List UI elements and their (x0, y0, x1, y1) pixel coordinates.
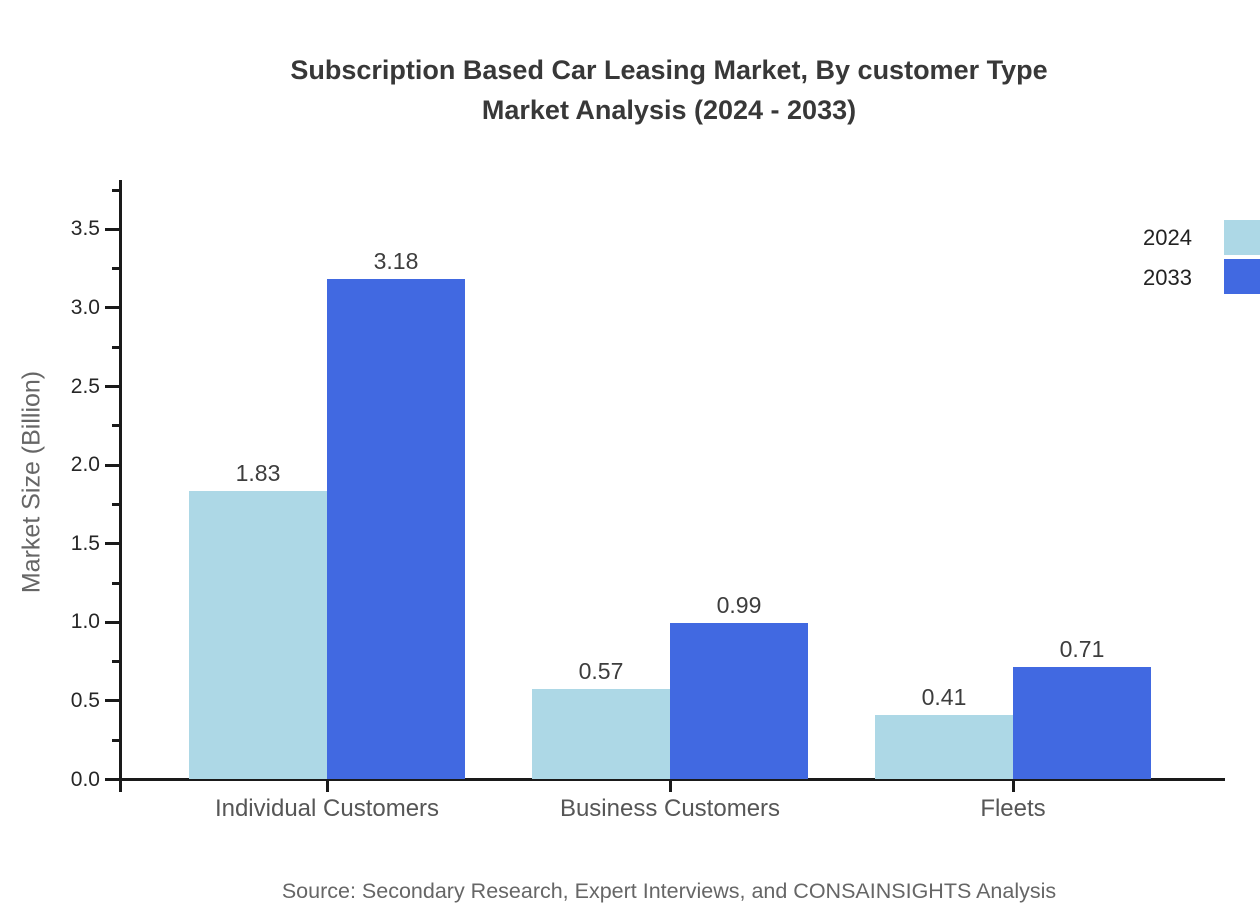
bar-2033-fleets (1013, 667, 1151, 779)
y-major-tick (105, 699, 119, 703)
category-label-business-customers: Business Customers (559, 795, 781, 822)
y-minor-tick (112, 502, 119, 506)
legend-swatch-2033 (1224, 259, 1260, 294)
y-major-tick (105, 227, 119, 231)
y-minor-tick (112, 267, 119, 271)
y-tick-label: 1.0 (70, 610, 100, 634)
y-tick-label: 0.5 (70, 688, 100, 712)
x-tick (668, 779, 672, 792)
value-label-2033-individual-customers: 3.18 (373, 248, 419, 274)
y-minor-tick (112, 424, 119, 428)
y-major-tick (105, 385, 119, 388)
value-label-2024-individual-customers: 1.83 (235, 460, 281, 486)
y-axis-title: Market Size (Billion) (17, 370, 46, 594)
y-minor-tick (112, 581, 119, 585)
legend-label-2024: 2024 (1143, 225, 1192, 250)
bar-2024-fleets (875, 715, 1013, 779)
x-axis-line (107, 778, 1225, 781)
category-label-individual-customers: Individual Customers (214, 795, 440, 822)
chart-title: Subscription Based Car Leasing Market, B… (290, 50, 1047, 130)
y-major-tick (105, 463, 119, 467)
y-tick-label: 0.0 (70, 767, 100, 791)
value-label-2024-business-customers: 0.57 (578, 658, 624, 684)
y-minor-tick (112, 660, 119, 664)
y-tick-label: 3.5 (70, 217, 100, 241)
bar-2024-business-customers (532, 689, 670, 779)
legend-label-2033: 2033 (1143, 265, 1192, 290)
value-label-2024-fleets: 0.41 (921, 684, 967, 710)
y-tick-label: 2.5 (70, 374, 100, 398)
y-major-tick (105, 542, 119, 546)
y-tick-label: 1.5 (70, 531, 100, 555)
y-tick-label: 2.0 (70, 453, 100, 477)
y-major-tick (105, 620, 119, 624)
y-tick-label: 3.0 (70, 295, 100, 319)
y-axis-line (119, 180, 122, 792)
chart-title-line-2: Market Analysis (2024 - 2033) (481, 95, 857, 125)
x-tick (1011, 779, 1015, 792)
legend-swatch-2024 (1224, 220, 1260, 255)
y-minor-tick (112, 188, 119, 192)
bar-2033-individual-customers (327, 279, 465, 779)
source-text: Source: Secondary Research, Expert Inter… (281, 879, 1057, 903)
value-label-2033-fleets: 0.71 (1059, 636, 1105, 662)
y-minor-tick (112, 345, 119, 349)
bar-2033-business-customers (670, 623, 808, 779)
chart-title-line-1: Subscription Based Car Leasing Market, B… (290, 55, 1048, 85)
category-label-fleets: Fleets (980, 795, 1046, 822)
x-tick (325, 779, 329, 792)
bar-2024-individual-customers (189, 491, 327, 779)
y-minor-tick (112, 738, 119, 742)
y-major-tick (105, 778, 119, 781)
y-major-tick (105, 306, 119, 310)
value-label-2033-business-customers: 0.99 (716, 592, 762, 618)
